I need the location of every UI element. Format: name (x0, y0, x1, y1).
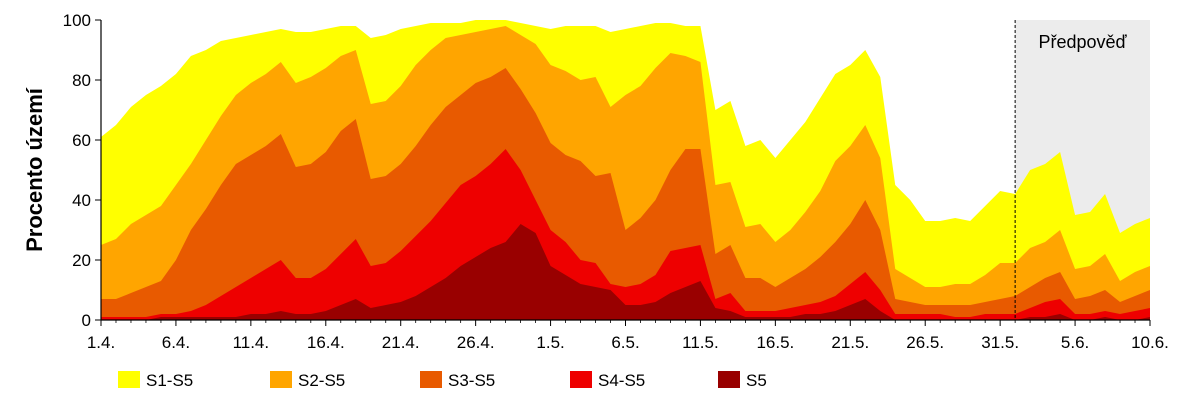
forecast-label: Předpověď (1039, 32, 1128, 52)
legend: S1-S5 S2-S5 S3-S5 S4-S5 S5 (118, 371, 767, 390)
x-tick-labels: 1.4. 6.4. 11.4. 16.4. 21.4. 26.4. 1.5. 6.5. 11.5… (87, 320, 1169, 352)
area-series-group (101, 20, 1150, 320)
legend-item-s3-s5: S3-S5 (420, 371, 495, 390)
y-tick-label: 100 (63, 11, 91, 30)
x-tick-label: 6.5. (611, 333, 639, 352)
x-tick-label: 21.4. (382, 333, 420, 352)
y-tick-labels: 0 20 40 60 80 100 (63, 11, 101, 330)
y-tick-label: 0 (82, 311, 91, 330)
x-tick-label: 26.4. (457, 333, 495, 352)
legend-item-s4-s5: S4-S5 (570, 371, 645, 390)
y-tick-label: 20 (72, 251, 91, 270)
y-tick-label: 40 (72, 191, 91, 210)
x-tick-label: 1.5. (536, 333, 564, 352)
x-tick-label: 26.5. (906, 333, 944, 352)
legend-item-s1-s5: S1-S5 (118, 371, 193, 390)
x-tick-label: 16.4. (307, 333, 345, 352)
x-tick-label: 11.5. (682, 333, 719, 352)
x-tick-label: 11.4. (233, 333, 270, 352)
legend-label: S2-S5 (298, 371, 345, 390)
x-tick-label: 1.4. (87, 333, 115, 352)
x-tick-label: 16.5. (756, 333, 794, 352)
legend-label: S1-S5 (146, 371, 193, 390)
x-tick-label: 5.6. (1061, 333, 1089, 352)
legend-swatch (420, 371, 442, 388)
legend-swatch (570, 371, 592, 388)
legend-item-s2-s5: S2-S5 (270, 371, 345, 390)
legend-label: S3-S5 (448, 371, 495, 390)
legend-label: S5 (746, 371, 767, 390)
y-tick-label: 60 (72, 131, 91, 150)
legend-swatch (718, 371, 740, 388)
legend-swatch (270, 371, 292, 388)
legend-label: S4-S5 (598, 371, 645, 390)
x-tick-label: 10.6. (1131, 333, 1169, 352)
area-series-s4-s5 (101, 149, 1150, 320)
x-tick-label: 31.5. (981, 333, 1019, 352)
x-tick-label: 21.5. (831, 333, 869, 352)
legend-swatch (118, 371, 140, 388)
y-axis-label: Procento území (22, 87, 47, 252)
legend-item-s5: S5 (718, 371, 767, 390)
y-tick-label: 80 (72, 71, 91, 90)
x-tick-label: 6.4. (162, 333, 190, 352)
